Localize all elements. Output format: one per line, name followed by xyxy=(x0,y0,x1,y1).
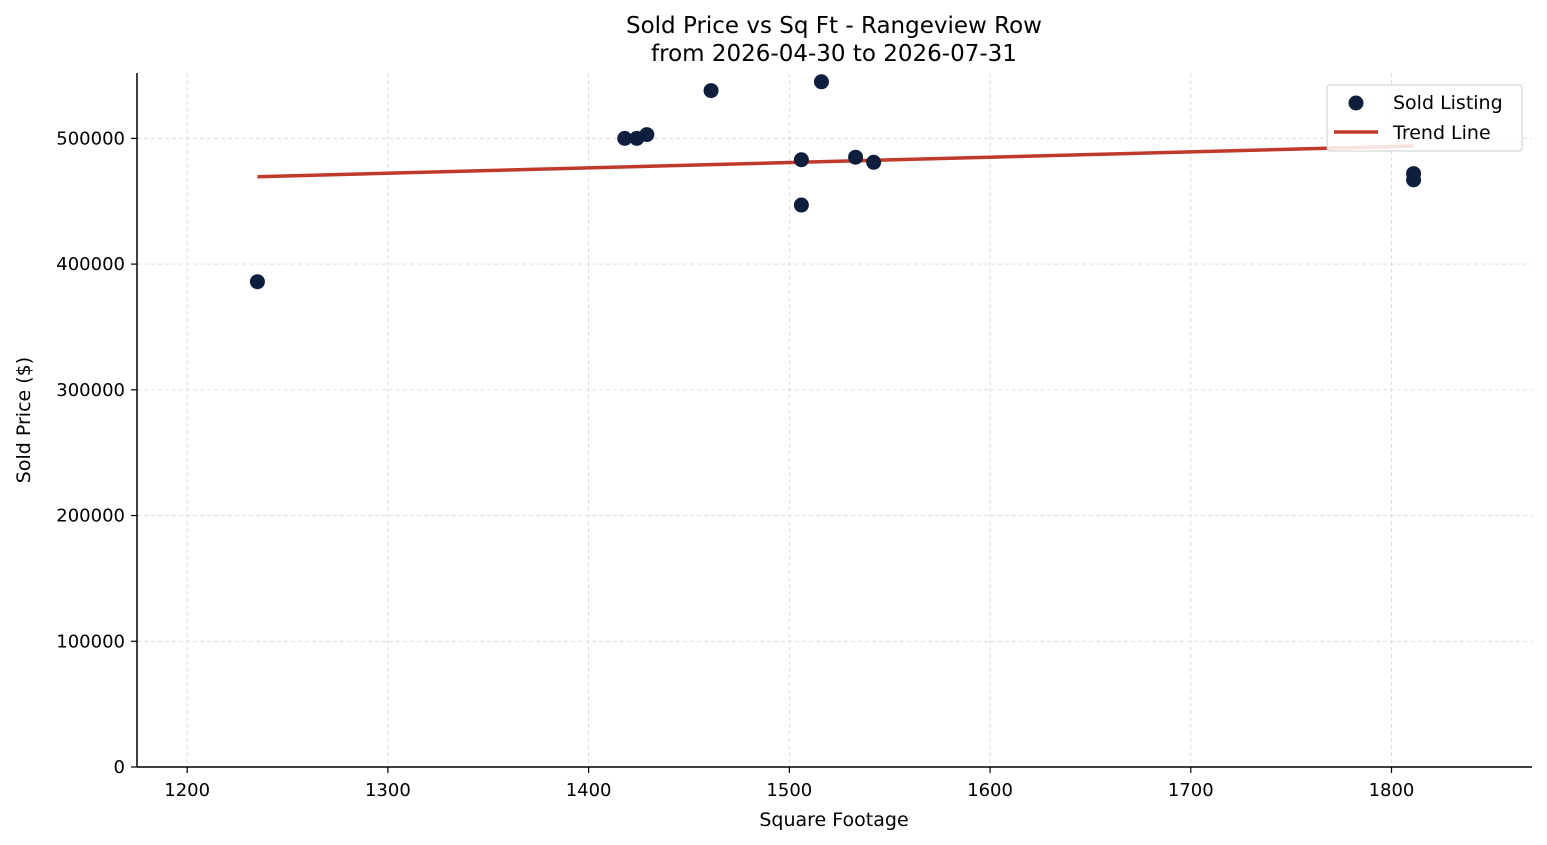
scatter-point xyxy=(639,127,655,143)
scatter-point xyxy=(793,197,809,213)
y-tick-label: 0 xyxy=(114,757,125,778)
chart-title: Sold Price vs Sq Ft - Rangeview Row xyxy=(626,13,1042,39)
legend-box xyxy=(1326,84,1523,152)
series xyxy=(249,74,1422,290)
scatter-point xyxy=(848,149,864,165)
grid xyxy=(137,73,1532,767)
legend: Sold Listing Trend Line xyxy=(1326,84,1523,152)
x-tick-label: 1500 xyxy=(766,780,812,801)
scatter-point xyxy=(703,83,719,99)
scatter-point xyxy=(866,154,882,170)
x-tick-label: 1600 xyxy=(967,780,1013,801)
x-tick-label: 1800 xyxy=(1369,780,1415,801)
x-tick-label: 1400 xyxy=(566,780,612,801)
x-tick-label: 1200 xyxy=(164,780,210,801)
scatter-point xyxy=(249,274,265,290)
y-tick-label: 200000 xyxy=(56,506,125,527)
legend-label-sold-listing: Sold Listing xyxy=(1393,92,1503,114)
axes xyxy=(136,73,1532,768)
x-tick-label: 1700 xyxy=(1168,780,1214,801)
scatter-point xyxy=(813,74,829,90)
y-axis-label: Sold Price ($) xyxy=(13,357,35,483)
legend-marker-sold-listing xyxy=(1348,95,1364,111)
trend-line xyxy=(257,144,1414,179)
y-tick-label: 100000 xyxy=(56,631,125,652)
ticks: 1200 1300 1400 1500 1600 1700 1800 0 100000 20000… xyxy=(56,128,1414,801)
scatter-point xyxy=(1406,172,1422,188)
x-axis-label: Square Footage xyxy=(759,809,908,831)
chart-subtitle: from 2026-04-30 to 2026-07-31 xyxy=(651,41,1017,67)
y-tick-label: 400000 xyxy=(56,254,125,275)
legend-label-trend-line: Trend Line xyxy=(1392,122,1491,144)
scatter-point xyxy=(617,130,633,146)
y-tick-label: 300000 xyxy=(56,380,125,401)
y-tick-label: 500000 xyxy=(56,128,125,149)
scatter-point xyxy=(793,152,809,168)
x-tick-label: 1300 xyxy=(365,780,411,801)
